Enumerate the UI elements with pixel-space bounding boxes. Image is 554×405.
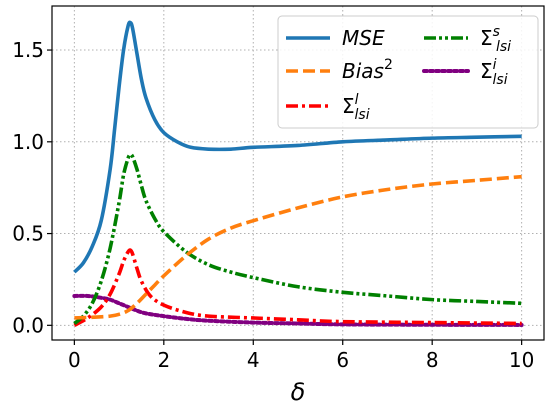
legend-label: Σl lsi [342, 92, 370, 123]
x-tick-label: 8 [426, 348, 439, 372]
legend-entry: Σi lsi [422, 57, 508, 88]
legend-entry: Σl lsi [286, 92, 370, 123]
data-series [72, 20, 524, 327]
x-tick-label: 10 [509, 348, 534, 372]
x-tick-label: 2 [157, 348, 170, 372]
series-line-0 [73, 20, 522, 274]
series-line-4 [72, 293, 524, 327]
legend-label: Bias2 [342, 57, 393, 83]
y-tick-label: 1.0 [12, 130, 44, 154]
legend-label: Σs lsi [480, 24, 511, 55]
plot-frame [51, 5, 545, 341]
series-line-1 [74, 174, 522, 320]
y-tick-label: 0.5 [12, 222, 44, 246]
legend-label: Σi lsi [480, 57, 508, 88]
legend-entry: Σs lsi [424, 24, 511, 55]
legend-entry: MSE [286, 26, 385, 50]
x-tick-label: 0 [68, 348, 81, 372]
axis-ticks: 0 2 4 6 8 10 0.0 0.5 1.0 1.5 [12, 38, 534, 372]
x-tick-label: 6 [336, 348, 349, 372]
series-line-2 [73, 248, 522, 327]
series-line-3 [73, 152, 522, 325]
y-tick-label: 0.0 [12, 313, 44, 337]
legend-entry: Bias2 [286, 57, 393, 83]
legend-box [277, 15, 539, 129]
y-tick-label: 1.5 [12, 38, 44, 62]
x-axis-title: δ [291, 378, 306, 405]
x-tick-label: 4 [247, 348, 260, 372]
legend-label: MSE [342, 26, 385, 50]
